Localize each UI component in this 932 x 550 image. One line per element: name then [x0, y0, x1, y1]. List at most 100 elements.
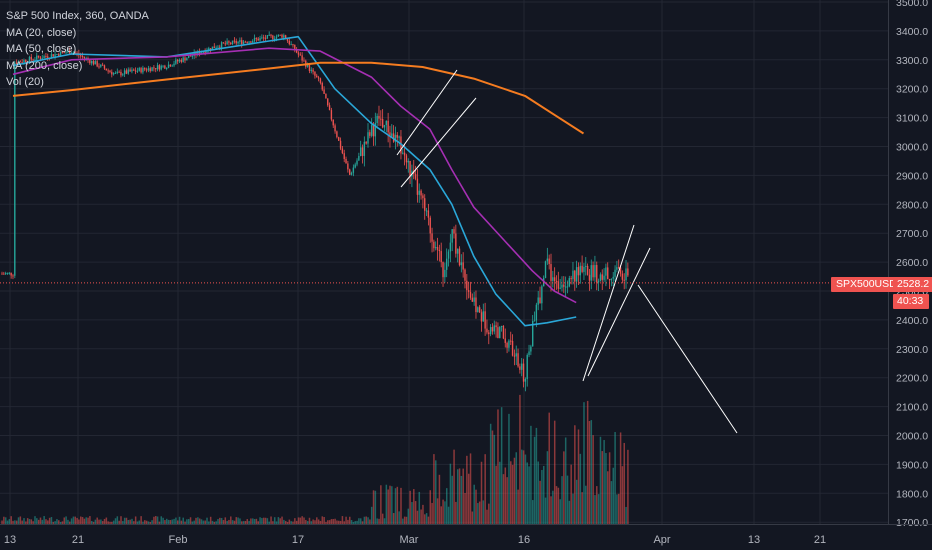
candle-body: [226, 41, 228, 45]
volume-bar: [215, 521, 217, 524]
volume-bar: [17, 517, 20, 524]
price-axis[interactable]: 1700.0 1800.0 1900.0 2000.0 2100.0 2200.0 2300…: [888, 0, 932, 550]
volume-bar: [374, 490, 377, 524]
volume-bar: [252, 518, 254, 524]
legend-ma20[interactable]: MA (20, close): [6, 26, 77, 39]
candle-body: [28, 56, 31, 63]
volume-bar: [155, 516, 157, 524]
candle-body: [23, 59, 25, 63]
volume-bar: [381, 513, 384, 524]
volume-bar: [144, 520, 146, 524]
volume-bar: [23, 518, 25, 524]
candle-body: [250, 41, 252, 43]
candle-body: [169, 64, 172, 67]
time-axis[interactable]: 13 21 Feb 17 Mar 16 Apr 13 21: [0, 524, 932, 547]
candle-body: [328, 105, 331, 111]
candle-body: [475, 297, 477, 313]
candle-body: [89, 59, 91, 64]
volume-bar: [233, 520, 236, 524]
candle-body: [330, 110, 333, 120]
candle-body: [493, 325, 495, 332]
volume-bar: [471, 511, 474, 524]
volume-bar: [189, 517, 192, 524]
candle-body: [191, 55, 194, 57]
trendline-drawings[interactable]: [396, 69, 738, 434]
volume-bar: [623, 442, 625, 524]
volume-bar: [409, 490, 411, 524]
volume-bar: [491, 430, 494, 524]
legend-ma50[interactable]: MA (50, close): [6, 43, 77, 55]
volume-bar: [286, 521, 289, 524]
volume-bar: [209, 516, 212, 524]
trendline: [396, 69, 458, 156]
volume-bar: [37, 519, 40, 524]
volume-bar: [268, 521, 270, 524]
volume-bar: [283, 519, 285, 524]
volume-bar: [365, 516, 367, 524]
volume-bar: [391, 486, 393, 524]
candle-body: [14, 62, 16, 276]
volume-bar: [363, 516, 366, 524]
candle-body: [528, 351, 530, 355]
candle-body: [198, 51, 201, 55]
candle-body: [151, 67, 153, 72]
volume-bar: [607, 471, 609, 524]
candle-body: [383, 125, 386, 128]
legend-volume[interactable]: Vol (20): [6, 76, 44, 88]
volume-bar: [451, 475, 453, 524]
legend-ma200[interactable]: MA (200, close): [6, 59, 83, 72]
volume-bar: [621, 466, 624, 524]
candle-body: [387, 120, 389, 133]
volume-bar: [596, 486, 598, 524]
volume-bar: [270, 516, 272, 524]
candle-body: [338, 137, 340, 141]
volume-bar: [92, 521, 95, 524]
candle-body: [515, 353, 517, 357]
candle-body: [477, 307, 479, 313]
volume-bar: [548, 412, 550, 524]
volume-bar: [605, 453, 607, 524]
volume-bar: [308, 517, 311, 524]
candle-body: [129, 69, 131, 72]
candle-body: [370, 124, 373, 136]
candle-body: [237, 41, 239, 44]
candle-body: [241, 40, 243, 45]
volume-bar: [111, 521, 113, 524]
candle-body: [111, 71, 113, 75]
volume-bar: [619, 432, 622, 524]
candle-body: [65, 52, 67, 54]
candle-body: [541, 286, 543, 304]
candle-body: [339, 140, 342, 149]
candle-body: [231, 40, 234, 44]
volume-bar: [220, 518, 223, 524]
candle-body: [3, 273, 5, 275]
candle-body: [427, 210, 430, 218]
time-tick-label: 13: [748, 534, 760, 546]
candle-body: [310, 69, 312, 71]
volume-bar: [213, 521, 216, 524]
price-tick-label: 2700.0: [896, 228, 928, 240]
volume-bar: [403, 516, 406, 524]
candle-body: [224, 43, 226, 45]
volume-bar: [455, 501, 457, 524]
candle-body: [614, 269, 616, 277]
candle-body: [178, 59, 181, 62]
candle-body: [546, 258, 549, 262]
candle-body: [592, 265, 594, 278]
volume-bar: [290, 521, 292, 524]
candle-body: [72, 52, 75, 54]
candle-body: [484, 311, 486, 329]
volume-bar: [477, 503, 479, 524]
volume-bar: [427, 516, 430, 524]
volume-bar: [90, 520, 93, 524]
volume-bar: [398, 511, 400, 524]
candle-body: [526, 354, 528, 379]
candle-body: [385, 120, 387, 126]
candle-body: [17, 61, 20, 64]
symbol-title[interactable]: S&P 500 Index, 360, OANDA: [6, 10, 149, 22]
price-axis-background: [888, 0, 932, 550]
candle-body: [458, 248, 461, 266]
volume-bar: [12, 520, 14, 524]
volume-bar: [497, 409, 499, 524]
